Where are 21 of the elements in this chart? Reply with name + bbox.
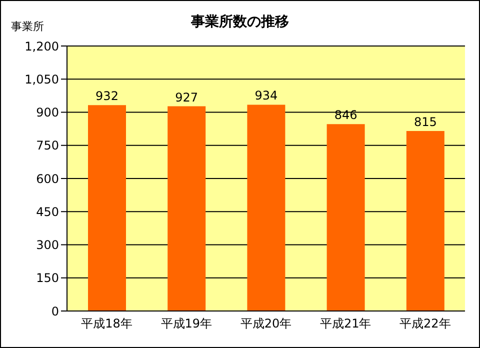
data-label: 932 [96, 89, 118, 104]
data-label: 934 [254, 88, 278, 103]
x-tick-label: 平成22年 [400, 316, 451, 331]
y-tick-label: 600 [36, 172, 59, 186]
x-tick-label: 平成20年 [240, 316, 292, 331]
y-tick-label: 1,050 [24, 72, 59, 86]
data-label: 846 [334, 108, 358, 122]
y-tick-label: 1,200 [24, 39, 59, 54]
y-tick-label: 150 [36, 271, 59, 286]
y-axis-title: 事業所 [11, 19, 44, 34]
y-tick-label: 300 [36, 238, 59, 252]
y-tick-label: 0 [51, 304, 59, 318]
chart-title: 事業所数の推移 [191, 14, 289, 30]
y-tick-label: 750 [36, 138, 59, 153]
y-tick-label: 450 [36, 204, 59, 219]
data-label: 927 [175, 90, 198, 104]
y-tick-label: 900 [36, 106, 59, 120]
data-label: 815 [414, 115, 437, 130]
x-tick-label: 平成21年 [320, 316, 372, 331]
x-tick-label: 平成19年 [160, 316, 212, 331]
x-tick-label: 平成18年 [81, 316, 132, 331]
